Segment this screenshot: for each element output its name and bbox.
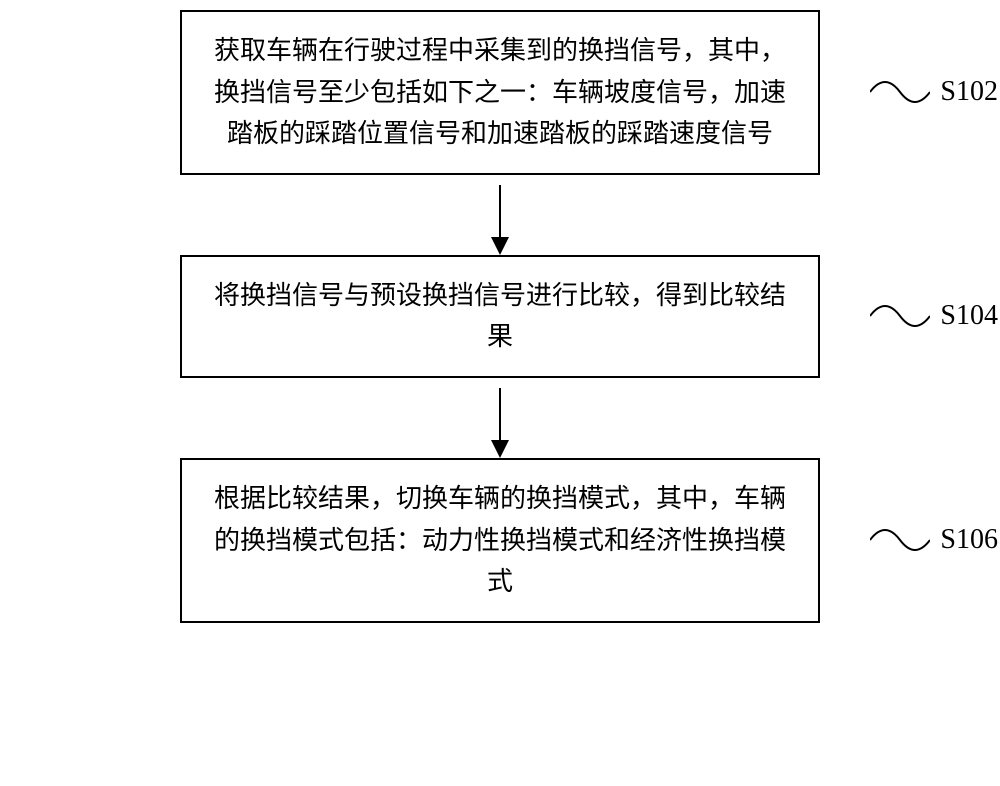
label-connector-2: S104	[870, 291, 998, 341]
curve-1	[870, 67, 930, 117]
flowchart-box-3: 根据比较结果，切换车辆的换挡模式，其中，车辆的换挡模式包括：动力性换挡模式和经济…	[180, 458, 820, 623]
arrow-2	[499, 378, 501, 458]
arrow-1	[499, 175, 501, 255]
flowchart-box-2: 将换挡信号与预设换挡信号进行比较，得到比较结果 S104	[180, 255, 820, 378]
label-connector-3: S106	[870, 515, 998, 565]
label-connector-1: S102	[870, 67, 998, 117]
arrow-1-line	[499, 185, 501, 245]
curve-2	[870, 291, 930, 341]
arrow-2-head	[491, 440, 509, 458]
flowchart-box-1: 获取车辆在行驶过程中采集到的换挡信号，其中，换挡信号至少包括如下之一：车辆坡度信…	[180, 10, 820, 175]
label-1-text: S102	[940, 70, 998, 115]
arrow-2-line	[499, 388, 501, 448]
flowchart-container: 获取车辆在行驶过程中采集到的换挡信号，其中，换挡信号至少包括如下之一：车辆坡度信…	[90, 10, 910, 623]
arrow-1-head	[491, 237, 509, 255]
box-2-text: 将换挡信号与预设换挡信号进行比较，得到比较结果	[212, 275, 788, 358]
box-1-text: 获取车辆在行驶过程中采集到的换挡信号，其中，换挡信号至少包括如下之一：车辆坡度信…	[212, 30, 788, 155]
label-2-text: S104	[940, 294, 998, 339]
label-3-text: S106	[940, 518, 998, 563]
curve-3	[870, 515, 930, 565]
box-3-text: 根据比较结果，切换车辆的换挡模式，其中，车辆的换挡模式包括：动力性换挡模式和经济…	[212, 478, 788, 603]
